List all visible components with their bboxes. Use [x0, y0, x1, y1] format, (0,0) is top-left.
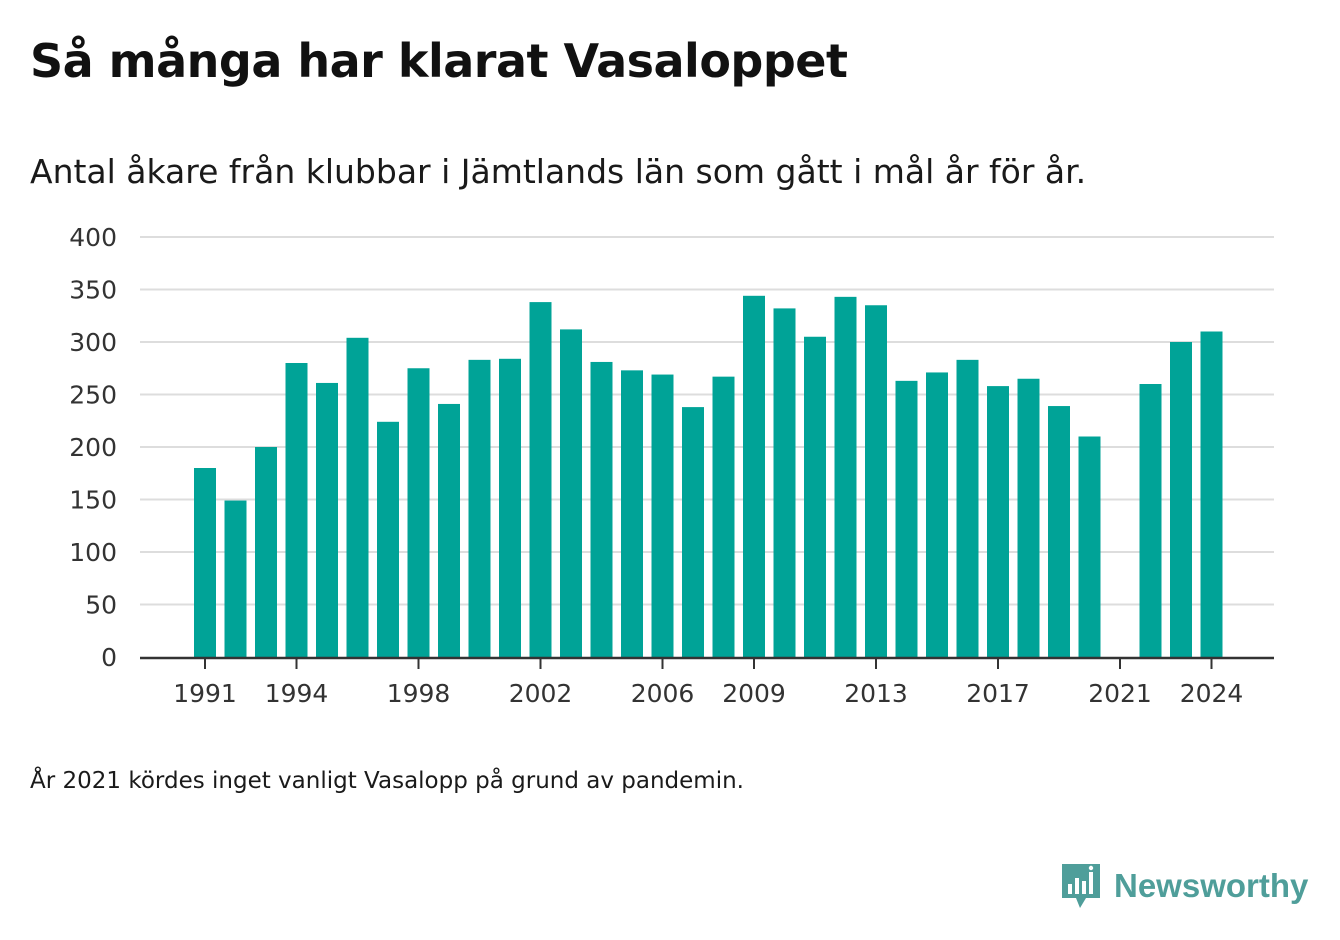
bar-2000	[468, 359, 491, 657]
bar-1992	[224, 500, 247, 657]
bar-2007	[682, 407, 704, 657]
brand-name: Newsworthy	[1114, 867, 1309, 904]
bar-1994	[285, 363, 308, 657]
chart-subtitle: Antal åkare från klubbar i Jämtlands län…	[30, 152, 1087, 191]
y-tick-label: 100	[69, 538, 117, 567]
x-tick-label: 2002	[509, 679, 573, 708]
bar-chart: 0 50 100 150 200 250 300 350 400 1991 1994 1998 200…	[69, 223, 1274, 708]
bar-2020	[1078, 436, 1101, 657]
bar-chart-speech-bubble-icon	[1062, 864, 1100, 908]
x-tick-label: 2006	[631, 679, 695, 708]
footnote: År 2021 kördes inget vanligt Vasalopp på…	[30, 768, 744, 794]
bar-2008	[712, 376, 735, 657]
x-tick-label: 2017	[966, 679, 1030, 708]
grid-lines	[140, 236, 1274, 606]
bar-1991	[194, 468, 216, 657]
x-tick-label: 2013	[844, 679, 908, 708]
bar-1999	[438, 403, 460, 657]
x-tick-label: 2024	[1180, 679, 1244, 708]
bar-1993	[255, 447, 277, 657]
bar-2018	[1017, 378, 1040, 657]
bar-2014	[895, 380, 918, 657]
bar-1998	[407, 368, 430, 657]
brand-logo: Newsworthy	[1060, 860, 1308, 912]
bar-2004	[590, 361, 613, 657]
x-tick-label: 1994	[265, 679, 329, 708]
bar-2013	[865, 305, 887, 657]
x-tick-label: 1998	[387, 679, 451, 708]
chart-title: Så många har klarat Vasaloppet	[30, 34, 848, 88]
y-tick-label: 50	[85, 591, 117, 620]
bar-2024	[1200, 331, 1223, 657]
bar-2022	[1139, 384, 1162, 657]
bar-2003	[560, 329, 582, 657]
bar-2009	[743, 295, 765, 657]
bar-2006	[651, 374, 674, 657]
bar-2015	[926, 372, 948, 657]
bar-2010	[773, 308, 796, 657]
y-tick-label: 150	[69, 486, 117, 515]
bar-2001	[499, 358, 521, 657]
y-tick-label: 250	[69, 381, 117, 410]
y-axis-ticks: 0 50 100 150 200 250 300 350 400	[69, 223, 117, 672]
bar-2002	[529, 302, 552, 657]
x-axis-ticks: 1991 1994 1998 2002 2006 2009 2013 2017 2021 2024	[173, 659, 1243, 708]
y-tick-label: 350	[69, 276, 117, 305]
bars	[194, 295, 1223, 657]
y-tick-label: 300	[69, 328, 117, 357]
y-tick-label: 200	[69, 433, 117, 462]
bar-2011	[804, 336, 826, 657]
x-tick-label: 2009	[722, 679, 786, 708]
x-tick-label: 2021	[1088, 679, 1152, 708]
bar-1995	[316, 382, 338, 657]
bar-2012	[834, 296, 857, 657]
bar-1996	[346, 337, 369, 657]
bar-2016	[956, 359, 979, 657]
bar-2023	[1170, 342, 1192, 657]
y-tick-label: 0	[101, 643, 117, 672]
bar-2019	[1048, 406, 1070, 657]
x-tick-label: 1991	[173, 679, 237, 708]
bar-2005	[621, 370, 643, 657]
bar-1997	[377, 421, 399, 657]
bar-2017	[987, 386, 1009, 657]
y-tick-label: 400	[69, 223, 117, 252]
